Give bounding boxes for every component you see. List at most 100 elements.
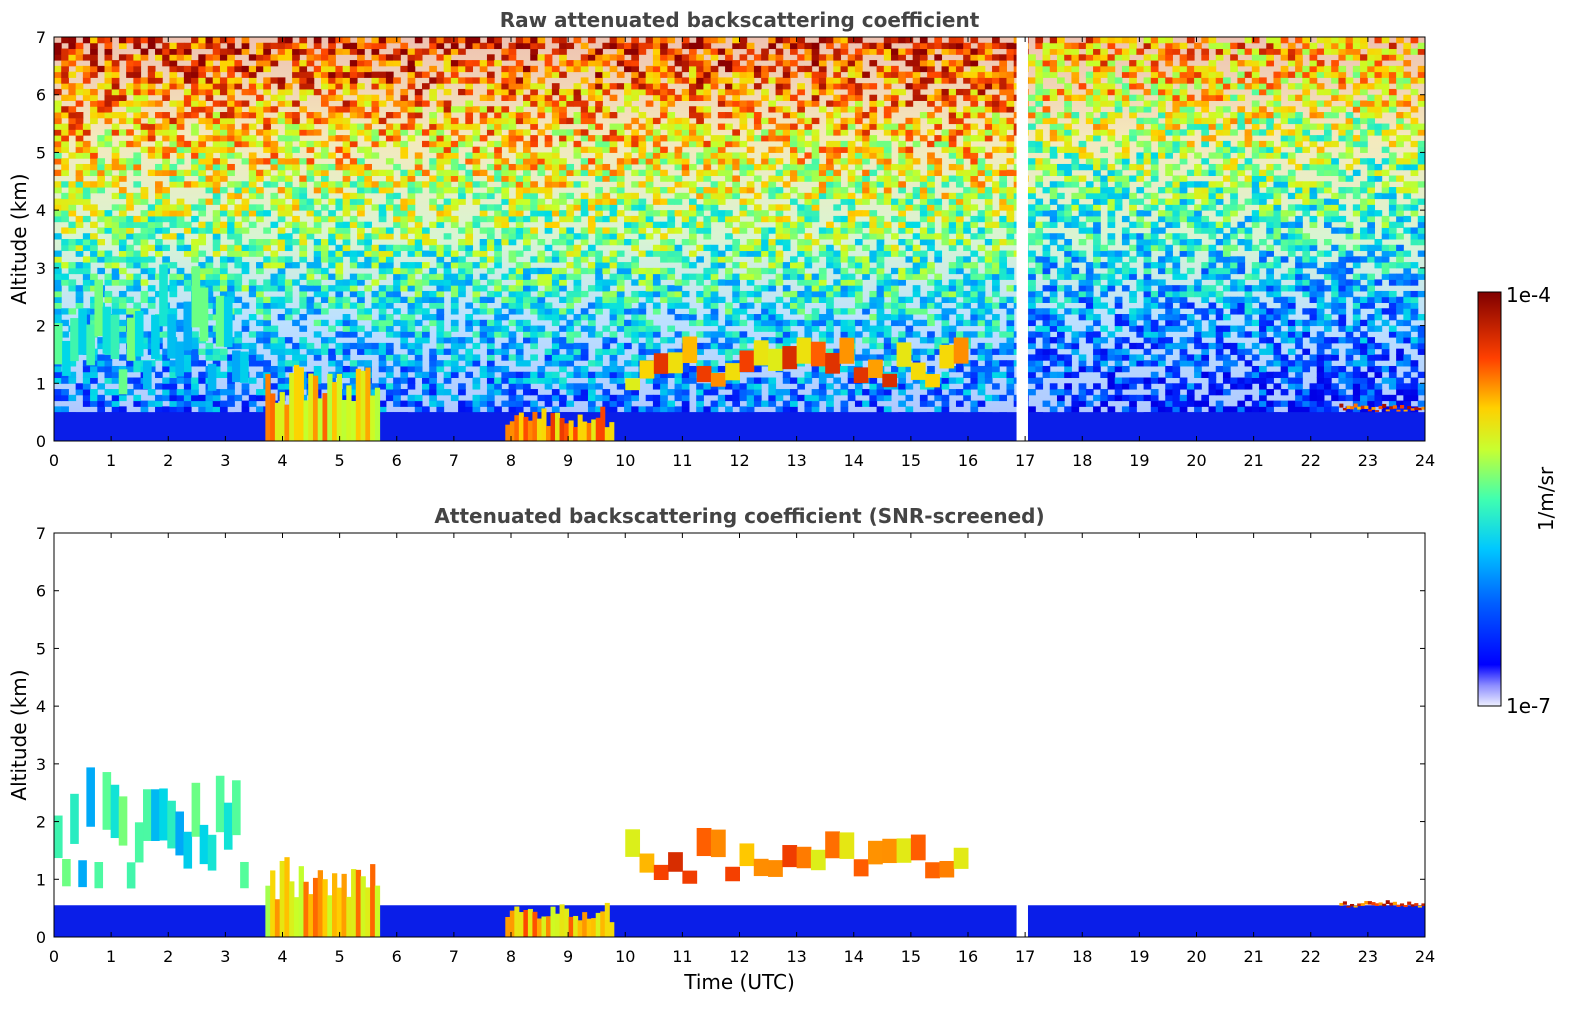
noise-cell	[580, 314, 589, 321]
noise-cell	[804, 314, 813, 321]
noise-cell	[169, 146, 178, 153]
noise-cell	[768, 314, 777, 321]
noise-cell	[162, 244, 170, 252]
noise-cell	[515, 383, 524, 390]
noise-cell	[486, 94, 495, 101]
noise-cell	[587, 360, 596, 367]
noise-cell	[212, 54, 221, 61]
noise-cell	[501, 239, 510, 246]
noise-cell	[580, 169, 589, 177]
noise-cell	[616, 54, 625, 61]
noise-cell	[587, 204, 596, 211]
noise-cell	[364, 285, 372, 292]
noise-cell	[465, 83, 474, 90]
noise-cell	[241, 48, 250, 55]
noise-cell	[256, 302, 264, 309]
noise-cell	[782, 285, 791, 292]
noise-cell	[205, 60, 214, 67]
noise-cell	[595, 406, 603, 413]
noise-cell	[530, 204, 538, 211]
noise-cell	[133, 65, 142, 73]
noise-cell	[544, 71, 553, 78]
noise-cell	[371, 325, 380, 332]
noise-cell	[147, 267, 156, 275]
noise-cell	[133, 152, 142, 159]
noise-cell	[155, 227, 163, 234]
noise-cell	[775, 192, 784, 200]
noise-cell	[486, 152, 495, 159]
noise-cell	[710, 400, 719, 407]
noise-cell	[631, 181, 639, 188]
noise-cell	[559, 71, 567, 78]
noise-cell	[364, 331, 372, 338]
noise-cell	[436, 296, 445, 303]
noise-cell	[465, 244, 474, 252]
noise-cell	[746, 146, 755, 153]
noise-cell	[559, 383, 567, 390]
noise-cell	[227, 400, 235, 407]
noise-cell	[429, 302, 437, 309]
noise-cell	[595, 239, 603, 246]
noise-cell	[349, 221, 358, 228]
noise-cell	[710, 365, 719, 373]
noise-cell	[530, 406, 538, 413]
noise-cell	[818, 88, 827, 96]
noise-cell	[191, 354, 199, 361]
noise-cell	[660, 48, 668, 55]
noise-cell	[393, 129, 401, 136]
noise-cell	[147, 296, 156, 303]
noise-cell	[429, 319, 437, 327]
noise-cell	[530, 152, 538, 159]
noise-cell	[54, 377, 62, 384]
noise-cell	[436, 187, 445, 194]
noise-cell	[566, 227, 575, 234]
noise-cell	[573, 181, 582, 188]
noise-cell	[407, 314, 416, 321]
noise-cell	[118, 187, 127, 194]
noise-cell	[782, 290, 791, 298]
noise-cell	[450, 342, 459, 350]
noise-cell	[616, 71, 625, 78]
noise-cell	[75, 192, 84, 200]
noise-cell	[118, 175, 127, 182]
noise-cell	[357, 290, 365, 298]
noise-cell	[104, 221, 113, 228]
noise-cell	[126, 256, 134, 263]
noise-cell	[54, 106, 62, 113]
noise-cell	[176, 54, 185, 61]
noise-cell	[624, 394, 632, 402]
noise-cell	[833, 152, 842, 159]
noise-cell	[551, 112, 560, 119]
noise-cell	[371, 117, 380, 125]
noise-cell	[111, 152, 120, 159]
noise-cell	[227, 273, 235, 280]
noise-cell	[768, 163, 777, 171]
noise-cell	[111, 221, 120, 228]
noise-cell	[75, 135, 84, 142]
noise-cell	[248, 331, 257, 338]
noise-cell	[393, 285, 401, 292]
noise-cell	[530, 337, 538, 344]
noise-cell	[616, 348, 625, 355]
noise-cell	[631, 54, 639, 61]
noise-cell	[357, 233, 365, 240]
raw-panel-title: Raw attenuated backscattering coefficien…	[500, 8, 980, 32]
noise-cell	[277, 169, 286, 177]
noise-cell	[147, 285, 156, 292]
noise-cell	[169, 169, 178, 177]
noise-cell	[342, 319, 351, 327]
noise-cell	[270, 106, 279, 113]
noise-cell	[328, 181, 336, 188]
noise-cell	[422, 140, 430, 148]
noise-cell	[681, 169, 690, 177]
noise-cell	[205, 152, 214, 159]
noise-cell	[494, 210, 502, 217]
noise-cell	[559, 54, 567, 61]
noise-cell	[523, 140, 531, 148]
noise-cell	[429, 123, 437, 130]
noise-cell	[681, 256, 690, 263]
noise-cell	[183, 360, 192, 367]
noise-cell	[544, 106, 553, 113]
noise-cell	[580, 117, 589, 125]
noise-cell	[746, 400, 755, 407]
